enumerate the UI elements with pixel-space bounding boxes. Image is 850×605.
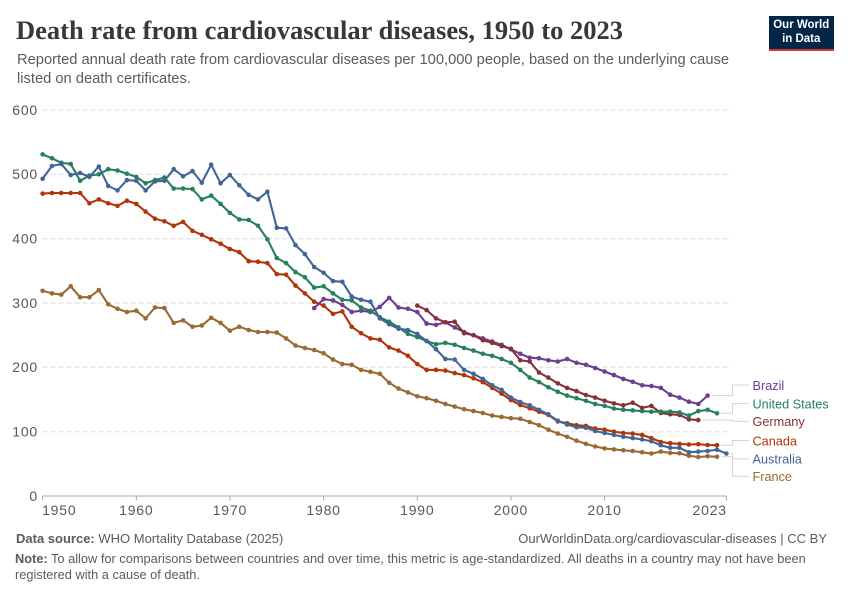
- svg-text:Australia: Australia: [753, 453, 803, 467]
- svg-text:1960: 1960: [119, 502, 153, 518]
- svg-text:Germany: Germany: [753, 415, 806, 429]
- svg-text:1950: 1950: [42, 502, 76, 518]
- svg-text:1980: 1980: [306, 502, 340, 518]
- svg-text:2000: 2000: [494, 502, 528, 518]
- svg-text:0: 0: [29, 488, 38, 504]
- svg-text:100: 100: [12, 424, 38, 440]
- svg-text:Canada: Canada: [753, 434, 798, 448]
- svg-text:200: 200: [12, 359, 38, 375]
- svg-text:1970: 1970: [213, 502, 247, 518]
- svg-text:500: 500: [12, 166, 38, 182]
- svg-text:United States: United States: [753, 397, 829, 411]
- svg-text:France: France: [753, 470, 793, 484]
- svg-text:Brazil: Brazil: [753, 379, 785, 393]
- svg-text:600: 600: [12, 102, 38, 118]
- svg-text:1990: 1990: [400, 502, 434, 518]
- svg-text:400: 400: [12, 231, 38, 247]
- svg-text:300: 300: [12, 295, 38, 311]
- svg-text:2023: 2023: [693, 502, 727, 518]
- svg-text:2010: 2010: [587, 502, 621, 518]
